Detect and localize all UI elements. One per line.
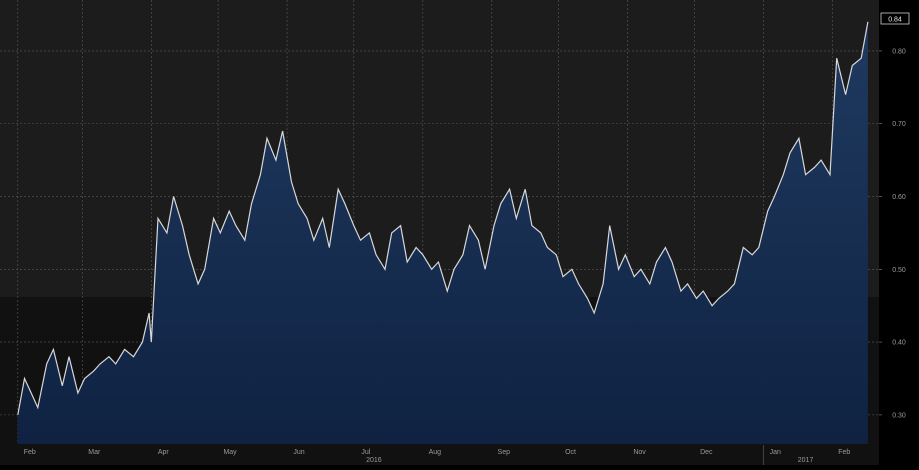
y-tick-label: 0.80 [892,48,906,55]
last-value-box [880,12,910,25]
x-tick-label: May [223,449,237,456]
y-tick-label: 0.30 [892,412,906,419]
y-tick-label: 0.40 [892,340,906,347]
y-tick-label: 0.50 [892,267,906,274]
x-tick-label: Nov [633,449,646,456]
x-year-label: 2016 [366,457,382,464]
series-area [17,21,868,445]
x-tick-label: Jun [293,449,304,456]
x-tick-label: Jul [361,449,370,456]
last-value-label: 0.84 [888,17,902,24]
axis-panel [879,0,919,465]
y-tick-label: 0.70 [892,121,906,128]
series-line [17,21,869,416]
x-tick-label: Apr [158,449,170,456]
x-tick-label: Dec [700,449,713,456]
x-tick-label: Feb [24,449,36,456]
x-tick-label: Feb [838,449,850,456]
plot-upper-band [0,0,879,297]
x-axis-ticks: Feb Mar Apr May Jun Jul Aug Sep Oct Nov Dec Jan Feb 2… [24,445,850,465]
x-tick-label: Jan [770,449,781,456]
last-value-marker: 0.84 [880,12,910,25]
x-tick-label: Sep [498,449,511,456]
x-tick-label: Mar [88,449,101,456]
y-axis-ticks: 0.30 0.40 0.50 0.60 0.70 0.80 [879,48,906,419]
x-tick-label: Oct [565,449,576,456]
x-tick-label: Aug [429,449,442,456]
y-tick-label: 0.60 [892,194,906,201]
x-year-label: 2017 [798,457,814,464]
